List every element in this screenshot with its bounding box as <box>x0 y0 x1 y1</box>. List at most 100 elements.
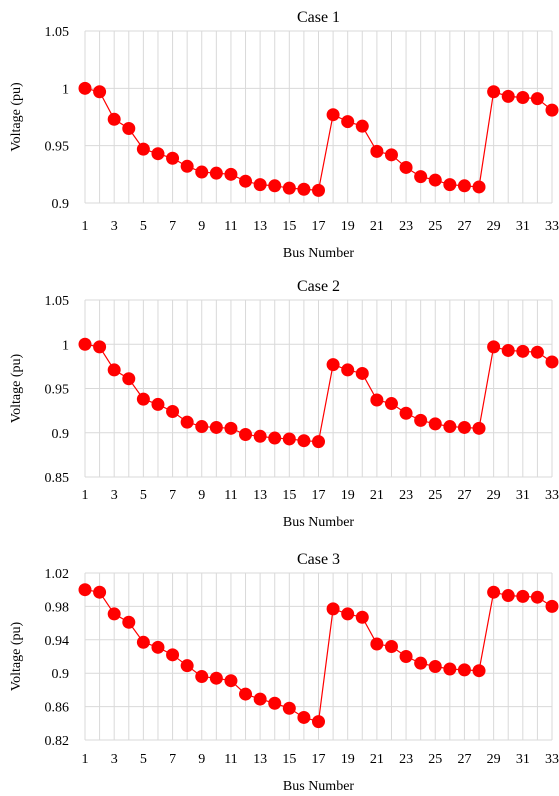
data-point-bus-6 <box>151 147 165 161</box>
data-point-bus-18 <box>326 602 340 616</box>
data-point-bus-19 <box>341 115 355 129</box>
data-point-bus-33 <box>545 103 559 117</box>
data-point-bus-2 <box>93 340 107 354</box>
x-tick-label: 17 <box>312 752 326 767</box>
data-point-bus-1 <box>78 81 92 95</box>
x-axis-label: Bus Number <box>283 779 355 794</box>
data-point-bus-21 <box>370 637 384 651</box>
data-point-bus-18 <box>326 358 340 372</box>
data-point-bus-31 <box>516 344 530 358</box>
data-point-bus-8 <box>180 659 194 673</box>
chart-case-3: 0.820.860.90.940.981.021 3 5 7 9 11 13 15 17 19 21… <box>9 551 559 794</box>
x-tick-label: 25 <box>428 752 442 767</box>
chart-title: Case 3 <box>297 551 340 568</box>
data-point-bus-14 <box>268 179 282 193</box>
x-tick-label: 9 <box>198 219 205 234</box>
data-point-bus-13 <box>253 429 267 443</box>
data-point-bus-33 <box>545 599 559 613</box>
data-point-bus-13 <box>253 692 267 706</box>
x-tick-label: 5 <box>140 488 147 503</box>
y-tick-label: 1 <box>62 338 69 353</box>
data-point-bus-29 <box>487 85 501 99</box>
data-point-bus-4 <box>122 615 136 629</box>
data-point-bus-26 <box>443 420 457 434</box>
data-point-bus-17 <box>312 183 325 197</box>
data-point-bus-11 <box>224 167 238 181</box>
x-tick-label: 11 <box>224 752 237 767</box>
x-tick-label: 27 <box>457 752 471 767</box>
x-tick-label: 25 <box>428 488 442 503</box>
x-tick-label: 21 <box>370 488 384 503</box>
data-point-bus-23 <box>399 650 413 663</box>
x-tick-label: 33 <box>545 752 559 767</box>
x-tick-label: 7 <box>169 752 176 767</box>
data-point-bus-14 <box>268 431 282 445</box>
x-tick-label: 3 <box>111 752 118 767</box>
x-tick-label: 27 <box>457 219 471 234</box>
data-point-bus-27 <box>457 663 471 677</box>
x-tick-label: 23 <box>399 752 413 767</box>
x-tick-label: 19 <box>341 219 355 234</box>
data-point-bus-16 <box>297 710 311 724</box>
x-tick-label: 11 <box>224 219 237 234</box>
data-point-bus-23 <box>399 160 413 174</box>
x-tick-label: 5 <box>140 752 147 767</box>
y-tick-label: 0.98 <box>45 600 70 615</box>
data-point-bus-33 <box>545 355 559 369</box>
x-tick-label: 15 <box>282 219 296 234</box>
y-tick-label: 0.9 <box>52 667 70 682</box>
x-tick-label: 13 <box>253 752 267 767</box>
x-tick-label: 25 <box>428 219 442 234</box>
x-tick-label: 27 <box>457 488 471 503</box>
data-point-bus-15 <box>282 432 296 446</box>
data-point-bus-28 <box>472 180 486 194</box>
data-point-bus-22 <box>384 148 398 162</box>
data-point-bus-32 <box>530 590 544 604</box>
y-tick-label: 1.05 <box>45 294 70 309</box>
x-tick-label: 9 <box>198 752 205 767</box>
x-tick-label: 17 <box>312 219 326 234</box>
x-tick-label: 23 <box>399 488 413 503</box>
x-tick-label: 21 <box>370 752 384 767</box>
data-point-bus-22 <box>384 397 398 411</box>
data-point-bus-21 <box>370 393 384 407</box>
data-point-bus-32 <box>530 92 544 106</box>
data-point-bus-9 <box>195 670 209 684</box>
x-tick-label: 5 <box>140 219 147 234</box>
y-tick-label: 0.85 <box>45 471 70 486</box>
data-point-bus-6 <box>151 397 165 411</box>
data-point-bus-25 <box>428 173 442 187</box>
data-point-bus-1 <box>78 583 92 597</box>
x-tick-label: 3 <box>111 219 118 234</box>
x-tick-label: 15 <box>282 488 296 503</box>
y-tick-label: 0.82 <box>45 734 70 749</box>
data-point-bus-28 <box>472 664 486 678</box>
data-point-bus-9 <box>195 420 209 434</box>
data-point-bus-2 <box>93 585 107 599</box>
data-point-bus-2 <box>93 85 107 99</box>
x-tick-label: 31 <box>516 752 530 767</box>
x-tick-label: 1 <box>82 488 89 503</box>
data-point-bus-29 <box>487 585 501 599</box>
data-point-bus-17 <box>312 715 325 729</box>
data-point-bus-15 <box>282 701 296 715</box>
y-tick-label: 1.02 <box>45 567 70 582</box>
data-point-bus-24 <box>414 413 428 427</box>
data-point-bus-6 <box>151 640 165 654</box>
data-point-bus-18 <box>326 108 340 122</box>
data-point-bus-9 <box>195 165 209 179</box>
x-axis-label: Bus Number <box>283 246 355 261</box>
x-tick-label: 31 <box>516 219 530 234</box>
data-point-bus-20 <box>355 366 369 380</box>
data-point-bus-11 <box>224 421 238 435</box>
y-tick-label: 1.05 <box>45 25 70 40</box>
x-tick-label: 19 <box>341 488 355 503</box>
data-point-bus-8 <box>180 159 194 173</box>
y-tick-label: 0.9 <box>52 197 70 212</box>
data-point-bus-8 <box>180 415 194 429</box>
data-point-bus-14 <box>268 696 282 710</box>
data-point-bus-24 <box>414 170 428 184</box>
y-tick-label: 0.86 <box>45 701 70 716</box>
x-tick-label: 29 <box>487 219 501 234</box>
